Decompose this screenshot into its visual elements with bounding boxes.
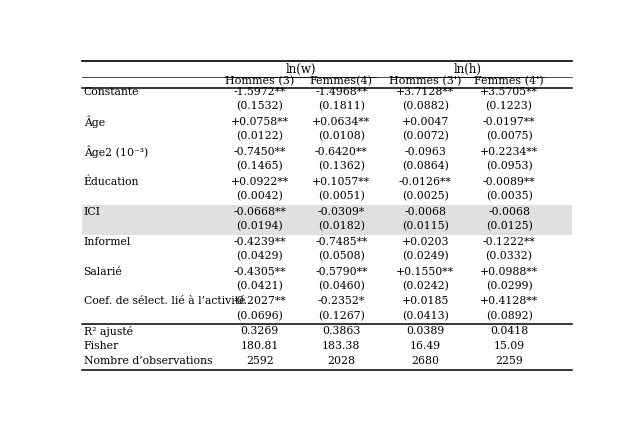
Text: -0.4239**: -0.4239** — [234, 237, 286, 247]
Text: Salarié: Salarié — [83, 267, 122, 276]
Text: (0.1465): (0.1465) — [236, 161, 283, 172]
Text: 0.3863: 0.3863 — [322, 327, 361, 336]
Text: (0.0508): (0.0508) — [318, 251, 365, 262]
Text: (0.0413): (0.0413) — [402, 311, 448, 322]
Text: 0.0389: 0.0389 — [406, 327, 445, 336]
Text: -0.0068: -0.0068 — [488, 207, 530, 217]
Text: 16.49: 16.49 — [410, 342, 441, 351]
Text: (0.1532): (0.1532) — [236, 101, 283, 112]
Text: +0.0634**: +0.0634** — [312, 116, 370, 127]
Text: (0.1223): (0.1223) — [485, 101, 533, 112]
Text: +0.0758**: +0.0758** — [231, 116, 289, 127]
Text: Fisher: Fisher — [83, 342, 119, 351]
Text: (0.0429): (0.0429) — [236, 251, 283, 262]
Text: -0.4305**: -0.4305** — [234, 267, 286, 276]
Text: Coef. de sélect. lié à l’activité: Coef. de sélect. lié à l’activité — [83, 297, 245, 306]
Text: -0.0089**: -0.0089** — [483, 176, 536, 187]
Text: +3.7128**: +3.7128** — [396, 86, 454, 97]
Text: (0.0882): (0.0882) — [402, 101, 448, 112]
Text: -1.4968**: -1.4968** — [315, 86, 368, 97]
Text: (0.0194): (0.0194) — [236, 221, 283, 232]
Text: +0.2234**: +0.2234** — [480, 146, 538, 157]
Text: (0.0051): (0.0051) — [318, 191, 365, 202]
Text: (0.0072): (0.0072) — [402, 131, 448, 142]
Text: +0.0988**: +0.0988** — [480, 267, 538, 276]
Text: (0.0249): (0.0249) — [402, 251, 448, 262]
Text: (0.1267): (0.1267) — [318, 311, 365, 322]
Text: 0.3269: 0.3269 — [241, 327, 279, 336]
Text: 183.38: 183.38 — [322, 342, 361, 351]
Text: Éducation: Éducation — [83, 176, 139, 187]
Text: -0.2027**: -0.2027** — [234, 297, 286, 306]
Text: -0.0963: -0.0963 — [404, 146, 446, 157]
Text: (0.0953): (0.0953) — [486, 161, 533, 172]
Text: (0.0108): (0.0108) — [318, 131, 365, 142]
Text: Informel: Informel — [83, 237, 131, 247]
Text: (0.1811): (0.1811) — [318, 101, 365, 112]
Bar — [82, 220, 572, 235]
Text: (0.0460): (0.0460) — [318, 281, 365, 291]
Text: -1.5972**: -1.5972** — [234, 86, 286, 97]
Text: -0.0126**: -0.0126** — [399, 176, 452, 187]
Text: -0.1222**: -0.1222** — [483, 237, 536, 247]
Text: (0.0122): (0.0122) — [236, 131, 283, 142]
Text: ln(h): ln(h) — [453, 63, 481, 76]
Text: -0.7450**: -0.7450** — [234, 146, 286, 157]
Text: (0.0035): (0.0035) — [485, 191, 533, 202]
Text: (0.0332): (0.0332) — [485, 251, 533, 262]
Text: +0.0203: +0.0203 — [401, 237, 449, 247]
Text: +0.4128**: +0.4128** — [480, 297, 538, 306]
Bar — [82, 205, 572, 220]
Text: Constante: Constante — [83, 86, 139, 97]
Text: ln(w): ln(w) — [285, 63, 316, 76]
Text: 2028: 2028 — [327, 357, 355, 366]
Text: +0.0922**: +0.0922** — [231, 176, 289, 187]
Text: (0.0042): (0.0042) — [236, 191, 283, 202]
Text: Hommes (3'): Hommes (3') — [389, 76, 461, 86]
Text: -0.0668**: -0.0668** — [233, 207, 286, 217]
Text: R² ajusté: R² ajusté — [83, 326, 132, 337]
Text: 2592: 2592 — [246, 357, 274, 366]
Text: (0.0242): (0.0242) — [402, 281, 448, 291]
Text: (0.0696): (0.0696) — [236, 311, 283, 322]
Text: Femmes(4): Femmes(4) — [310, 76, 373, 86]
Text: (0.1362): (0.1362) — [318, 161, 365, 172]
Text: 180.81: 180.81 — [241, 342, 279, 351]
Text: (0.0115): (0.0115) — [402, 221, 448, 232]
Text: 2259: 2259 — [495, 357, 523, 366]
Text: Âge: Âge — [83, 115, 104, 128]
Text: (0.0299): (0.0299) — [486, 281, 533, 291]
Text: (0.0075): (0.0075) — [486, 131, 533, 142]
Text: ICI: ICI — [83, 207, 101, 217]
Text: +3.5705**: +3.5705** — [480, 86, 538, 97]
Text: +0.0047: +0.0047 — [401, 116, 449, 127]
Text: Femmes (4'): Femmes (4') — [475, 76, 544, 86]
Text: -0.0197**: -0.0197** — [483, 116, 535, 127]
Text: 15.09: 15.09 — [494, 342, 525, 351]
Text: (0.0892): (0.0892) — [485, 311, 533, 322]
Text: (0.0125): (0.0125) — [485, 221, 533, 232]
Text: -0.5790**: -0.5790** — [315, 267, 368, 276]
Text: (0.0025): (0.0025) — [402, 191, 448, 202]
Text: -0.0068: -0.0068 — [404, 207, 446, 217]
Text: +0.1057**: +0.1057** — [312, 176, 370, 187]
Text: -0.6420**: -0.6420** — [315, 146, 368, 157]
Text: (0.0421): (0.0421) — [236, 281, 283, 291]
Text: +0.0185: +0.0185 — [401, 297, 449, 306]
Text: Nombre d’observations: Nombre d’observations — [83, 357, 212, 366]
Text: Hommes (3): Hommes (3) — [225, 76, 294, 86]
Text: (0.0182): (0.0182) — [318, 221, 365, 232]
Text: -0.0309*: -0.0309* — [318, 207, 365, 217]
Text: 0.0418: 0.0418 — [490, 327, 528, 336]
Text: (0.0864): (0.0864) — [402, 161, 448, 172]
Text: -0.2352*: -0.2352* — [318, 297, 365, 306]
Text: -0.7485**: -0.7485** — [315, 237, 368, 247]
Text: 2680: 2680 — [412, 357, 439, 366]
Text: +0.1550**: +0.1550** — [396, 267, 454, 276]
Text: Âge2 (10⁻³): Âge2 (10⁻³) — [83, 145, 148, 158]
